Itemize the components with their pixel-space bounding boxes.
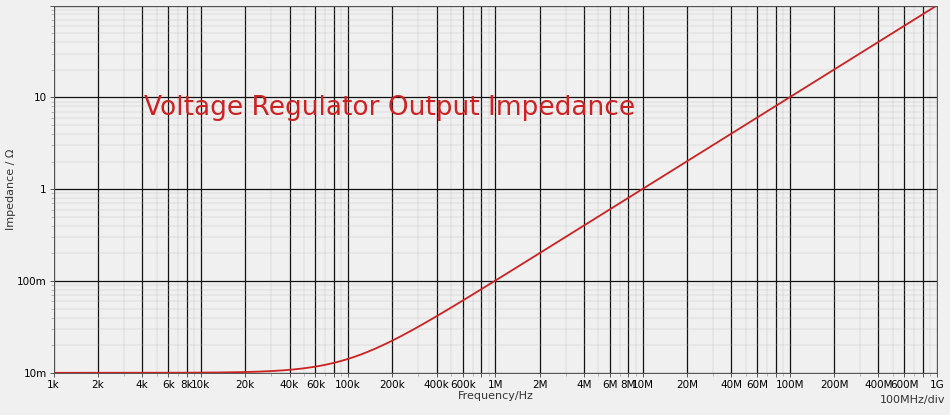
- Text: 100MHz/div: 100MHz/div: [880, 395, 945, 405]
- Y-axis label: Impedance / Ω: Impedance / Ω: [6, 149, 15, 230]
- X-axis label: Frequency/Hz: Frequency/Hz: [457, 391, 533, 401]
- Text: Voltage Regulator Output Impedance: Voltage Regulator Output Impedance: [143, 95, 635, 121]
